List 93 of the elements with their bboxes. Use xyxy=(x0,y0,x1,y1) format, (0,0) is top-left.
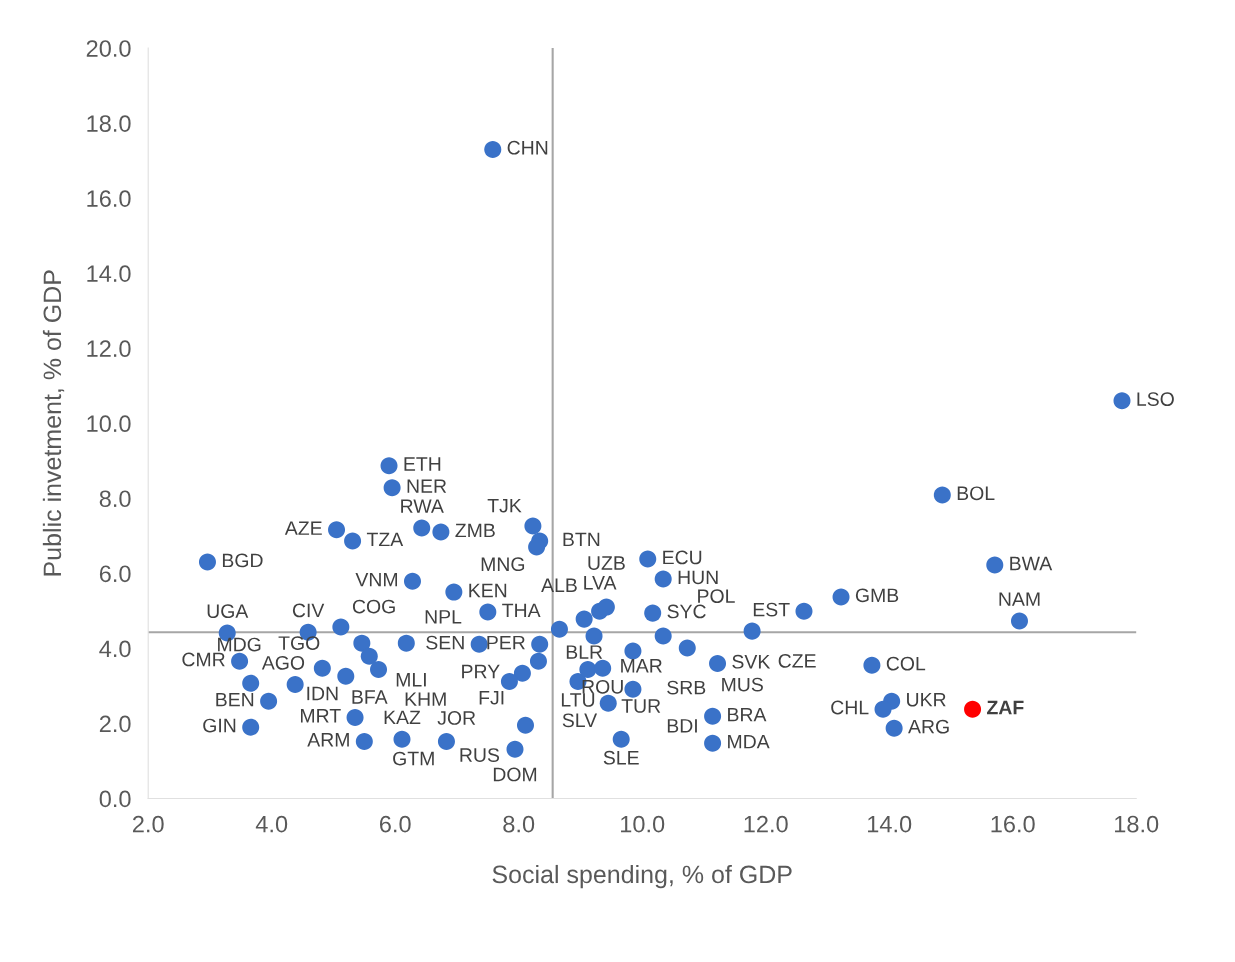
annotation: BGD xyxy=(222,553,263,568)
annotation: KAZ xyxy=(384,710,421,725)
annotation: MLI xyxy=(396,673,426,687)
annotation: HUN xyxy=(678,570,718,585)
annotation: NAM xyxy=(999,592,1040,606)
annotation: UGA xyxy=(207,604,249,619)
y-tick-label: 0.0 xyxy=(99,790,131,808)
x-tick-label: 2.0 xyxy=(132,815,164,833)
annotation: IDN xyxy=(307,686,338,701)
annotation: BFA xyxy=(352,690,388,704)
annotation: SEN xyxy=(426,635,464,650)
annotation: UZB xyxy=(588,556,625,570)
annotation: SRB xyxy=(667,680,706,695)
annotation: COG xyxy=(352,599,395,614)
annotation: ETH xyxy=(404,457,441,471)
annotation: RWA xyxy=(401,499,444,513)
annotation: BDI xyxy=(667,719,697,733)
annotation: ROU xyxy=(582,679,623,694)
annotation: ARG xyxy=(908,719,949,734)
annotation: BOL xyxy=(957,486,995,501)
annotation: CHN xyxy=(507,140,548,155)
annotation: POL xyxy=(698,589,735,603)
y-tick-label: 14.0 xyxy=(87,265,131,282)
annotation: PER xyxy=(487,635,525,650)
annotation: UKR xyxy=(907,692,946,707)
annotation: PRY xyxy=(462,664,500,679)
annotation: CZE xyxy=(778,654,816,668)
annotation: VNM xyxy=(355,572,397,587)
annotation: NPL xyxy=(425,610,462,624)
annotation: MNG xyxy=(481,557,525,572)
annotation: TGO xyxy=(278,636,320,650)
y-tick-label: 6.0 xyxy=(99,565,131,583)
y-tick-label: 4.0 xyxy=(99,640,131,658)
annotation: ECU xyxy=(663,550,702,565)
annotation: GIN xyxy=(203,718,236,733)
x-tick-label: 18.0 xyxy=(1115,815,1159,833)
annotation: SYC xyxy=(667,604,706,619)
annotation: CIV xyxy=(292,603,325,618)
x-tick-label: 16.0 xyxy=(991,815,1035,833)
annotation: TZA xyxy=(366,532,404,547)
y-tick-label: 10.0 xyxy=(87,415,131,433)
annotation: GTM xyxy=(393,751,434,766)
x-tick-label: 12.0 xyxy=(744,815,788,833)
annotation: BTN xyxy=(563,532,600,547)
annotation: LSO xyxy=(1137,392,1174,406)
annotation: MAR xyxy=(621,659,662,673)
annotation: KHM xyxy=(405,692,446,706)
x-axis-title: Social spending, % of GDP xyxy=(492,864,792,889)
y-tick-label: 2.0 xyxy=(99,715,131,733)
annotation: CMR xyxy=(182,652,225,667)
annotation: CHL xyxy=(831,700,869,715)
annotation: ZMB xyxy=(455,523,495,538)
annotation: EST xyxy=(753,602,790,617)
annotation: ZAF xyxy=(987,700,1024,715)
y-tick-label: 18.0 xyxy=(87,115,131,132)
y-axis-title: Public invetment, % of GDP xyxy=(42,270,65,576)
annotation: TUR xyxy=(621,699,661,713)
annotation: GMB xyxy=(855,588,899,603)
x-tick-label: 14.0 xyxy=(868,815,912,833)
annotation: BWA xyxy=(1010,556,1053,571)
y-tick-label: 20.0 xyxy=(86,40,131,57)
annotation: LTU xyxy=(561,693,595,707)
annotation: NER xyxy=(407,479,447,493)
annotation: THA xyxy=(502,603,541,618)
annotation: TJK xyxy=(487,498,522,513)
annotation: DOM xyxy=(493,767,537,782)
annotation: MDA xyxy=(728,734,770,749)
annotation: BEN xyxy=(216,692,254,707)
annotation: MDG xyxy=(218,637,261,652)
annotation: RUS xyxy=(460,748,500,762)
annotation: ALB xyxy=(541,578,577,592)
annotation: KEN xyxy=(469,583,507,598)
annotation: AGO xyxy=(261,655,305,670)
x-tick-label: 6.0 xyxy=(379,815,411,833)
annotation: BRA xyxy=(728,707,767,722)
x-tick-label: 8.0 xyxy=(503,815,535,833)
annotation: AZE xyxy=(284,521,322,535)
annotation: SLE xyxy=(603,750,639,765)
y-tick-label: 8.0 xyxy=(99,490,131,508)
annotation: LVA xyxy=(584,576,617,590)
annotation: SLV xyxy=(562,713,598,728)
annotation: ARM xyxy=(307,733,349,747)
y-tick-label: 16.0 xyxy=(87,190,131,207)
annotation: COL xyxy=(886,656,926,671)
x-tick-label: 4.0 xyxy=(255,815,288,833)
annotation: MUS xyxy=(722,677,763,692)
x-tick-label: 10.0 xyxy=(621,815,665,833)
annotation: SVK xyxy=(732,654,771,669)
annotation: BLR xyxy=(566,645,603,659)
annotation: JOR xyxy=(437,711,476,725)
annotation: MRT xyxy=(300,709,341,723)
y-tick-label: 12.0 xyxy=(87,340,131,358)
annotation: FJI xyxy=(479,691,504,705)
